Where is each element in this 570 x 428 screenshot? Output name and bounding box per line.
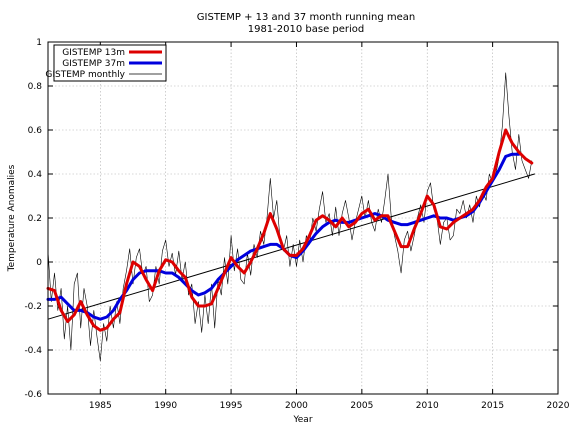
y-tick-label: 0: [36, 258, 42, 268]
x-tick-label: 2015: [481, 401, 504, 411]
chart-title: GISTEMP + 13 and 37 month running mean: [197, 12, 415, 23]
y-tick-label: 0.2: [28, 214, 42, 224]
legend-label-13m: GISTEMP 13m: [62, 48, 125, 58]
chart-subtitle: 1981-2010 base period: [248, 24, 365, 35]
y-tick-label: -0.4: [24, 346, 42, 356]
series-line-monthly: [47, 72, 533, 362]
y-tick-label: 0.8: [28, 82, 43, 92]
x-tick-label: 1990: [154, 401, 177, 411]
legend-label-37m: GISTEMP 37m: [62, 59, 125, 69]
y-tick-label: -0.2: [24, 302, 42, 312]
axis-ticks: 1985 1990 1995 2000 2005 2010 2015 2020 -0.6 -0.4…: [24, 38, 569, 411]
x-tick-label: 2020: [547, 401, 570, 411]
legend-label-monthly: GISTEMP monthly: [45, 70, 125, 80]
x-tick-label: 2005: [350, 401, 373, 411]
trend-line: [47, 173, 535, 320]
x-tick-label: 2000: [285, 401, 308, 411]
y-axis-label: Temperature Anomalies: [7, 164, 17, 272]
plot-frame: [47, 41, 559, 395]
x-tick-label: 2010: [416, 401, 439, 411]
y-tick-label: 1: [36, 38, 42, 48]
legend: GISTEMP 13m GISTEMP 37m GISTEMP monthly: [45, 44, 167, 82]
y-tick-label: -0.6: [24, 390, 42, 400]
y-tick-label: 0.6: [28, 126, 43, 136]
series-line-13m: [46, 128, 534, 332]
x-tick-label: 1985: [89, 401, 112, 411]
series-layer: [46, 72, 535, 362]
series-line-37m: [46, 152, 521, 321]
x-tick-label: 1995: [220, 401, 243, 411]
grid-lines: [48, 41, 559, 395]
y-tick-label: 0.4: [28, 170, 43, 180]
x-axis-label: Year: [292, 415, 312, 425]
